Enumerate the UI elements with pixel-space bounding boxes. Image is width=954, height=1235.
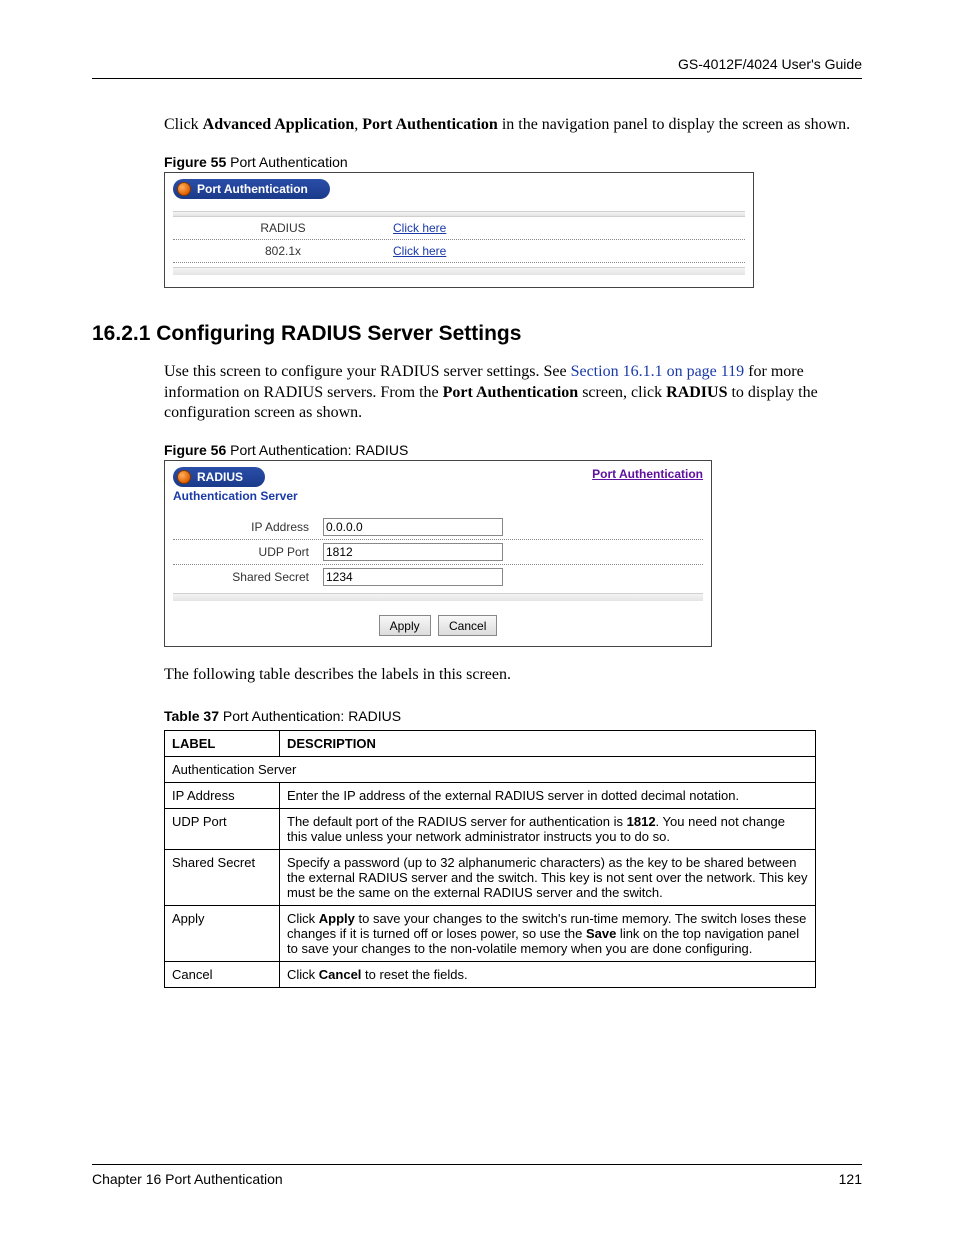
intro-paragraph: Click Advanced Application, Port Authent… [164, 115, 862, 136]
figure56-caption-bold: Figure 56 [164, 442, 226, 458]
td-text: Click [287, 911, 319, 926]
intro-bold-2: Port Authentication [362, 116, 498, 133]
para2-bold-2: RADIUS [666, 384, 727, 401]
para2-text: screen, click [578, 384, 666, 401]
intro-text: in the navigation panel to display the s… [498, 116, 850, 133]
table-cell-desc: Enter the IP address of the external RAD… [280, 782, 816, 808]
para2-crossref[interactable]: Section 16.1.1 on page 119 [571, 363, 745, 380]
table-cell-desc: Click Cancel to reset the fields. [280, 961, 816, 987]
table37: LABEL DESCRIPTION Authentication Server … [164, 730, 816, 988]
section-heading: 16.2.1 Configuring RADIUS Server Setting… [92, 322, 862, 346]
shared-secret-label: Shared Secret [173, 570, 323, 584]
td-bold: Save [586, 926, 616, 941]
td-bold: 1812 [627, 814, 656, 829]
figure56-button-row: Apply Cancel [173, 601, 703, 636]
pill-dot-icon [177, 182, 191, 196]
table-header-desc: DESCRIPTION [280, 730, 816, 756]
figure55-row-label: 802.1x [173, 244, 393, 258]
ip-address-input[interactable] [323, 518, 503, 536]
table-cell-label: Cancel [165, 961, 280, 987]
table-span-row: Authentication Server [165, 756, 816, 782]
ip-address-label: IP Address [173, 520, 323, 534]
pill-dot-icon [177, 470, 191, 484]
table-row: Shared Secret Specify a password (up to … [165, 849, 816, 905]
intro-text: Click [164, 116, 203, 133]
figure55-pill-label: Port Authentication [197, 182, 308, 196]
figure56-divider [173, 593, 703, 601]
table-row: UDP Port The default port of the RADIUS … [165, 808, 816, 849]
figure55-caption: Figure 55 Port Authentication [164, 154, 862, 170]
table-cell-label: Apply [165, 905, 280, 961]
figure55-botbar [173, 267, 745, 275]
figure55-caption-bold: Figure 55 [164, 154, 226, 170]
figure56-screenshot: RADIUS Authentication Server Port Authen… [164, 460, 712, 647]
figure56-caption-text: Port Authentication: RADIUS [226, 442, 408, 458]
cancel-button[interactable]: Cancel [438, 615, 497, 636]
table37-caption-bold: Table 37 [164, 708, 219, 724]
figure56-subtitle: Authentication Server [173, 489, 298, 503]
table-span-cell: Authentication Server [165, 756, 816, 782]
footer-page-number: 121 [839, 1171, 862, 1187]
table37-caption-text: Port Authentication: RADIUS [219, 708, 401, 724]
para2: Use this screen to configure your RADIUS… [164, 362, 862, 424]
figure56-portauth-link[interactable]: Port Authentication [592, 467, 703, 481]
figure55-row: 802.1x Click here [173, 240, 745, 263]
figure55-row: RADIUS Click here [173, 217, 745, 240]
td-text: Click [287, 967, 319, 982]
figure56-caption: Figure 56 Port Authentication: RADIUS [164, 442, 862, 458]
table-header-label: LABEL [165, 730, 280, 756]
apply-button[interactable]: Apply [379, 615, 431, 636]
figure55-row-link[interactable]: Click here [393, 244, 446, 258]
td-text: to reset the fields. [361, 967, 467, 982]
para2-text: Use this screen to configure your RADIUS… [164, 363, 571, 380]
header-guide-title: GS-4012F/4024 User's Guide [92, 56, 862, 79]
figure56-input-row: IP Address [173, 515, 703, 540]
udp-port-label: UDP Port [173, 545, 323, 559]
td-bold: Apply [319, 911, 355, 926]
table-cell-desc: Specify a password (up to 32 alphanumeri… [280, 849, 816, 905]
figure55-row-label: RADIUS [173, 221, 393, 235]
figure56-pill: RADIUS [173, 467, 265, 487]
table-cell-label: Shared Secret [165, 849, 280, 905]
figure55-caption-text: Port Authentication [226, 154, 347, 170]
figure55-screenshot: Port Authentication RADIUS Click here 80… [164, 172, 754, 288]
figure55-row-link[interactable]: Click here [393, 221, 446, 235]
page-footer: Chapter 16 Port Authentication 121 [92, 1164, 862, 1187]
udp-port-input[interactable] [323, 543, 503, 561]
intro-bold-1: Advanced Application [203, 116, 355, 133]
table-row: IP Address Enter the IP address of the e… [165, 782, 816, 808]
table37-caption: Table 37 Port Authentication: RADIUS [164, 708, 862, 724]
figure56-input-row: UDP Port [173, 540, 703, 565]
table-cell-label: IP Address [165, 782, 280, 808]
td-bold: Cancel [319, 967, 362, 982]
footer-chapter: Chapter 16 Port Authentication [92, 1171, 283, 1187]
table-cell-desc: Click Apply to save your changes to the … [280, 905, 816, 961]
figure55-pill: Port Authentication [173, 179, 330, 199]
figure56-pill-label: RADIUS [197, 470, 243, 484]
shared-secret-input[interactable] [323, 568, 503, 586]
table-row: Cancel Click Cancel to reset the fields. [165, 961, 816, 987]
figure56-input-row: Shared Secret [173, 565, 703, 589]
after-fig-text: The following table describes the labels… [164, 665, 862, 686]
table-cell-label: UDP Port [165, 808, 280, 849]
table-cell-desc: The default port of the RADIUS server fo… [280, 808, 816, 849]
table-header-row: LABEL DESCRIPTION [165, 730, 816, 756]
td-text: The default port of the RADIUS server fo… [287, 814, 627, 829]
para2-bold-1: Port Authentication [443, 384, 579, 401]
table-row: Apply Click Apply to save your changes t… [165, 905, 816, 961]
